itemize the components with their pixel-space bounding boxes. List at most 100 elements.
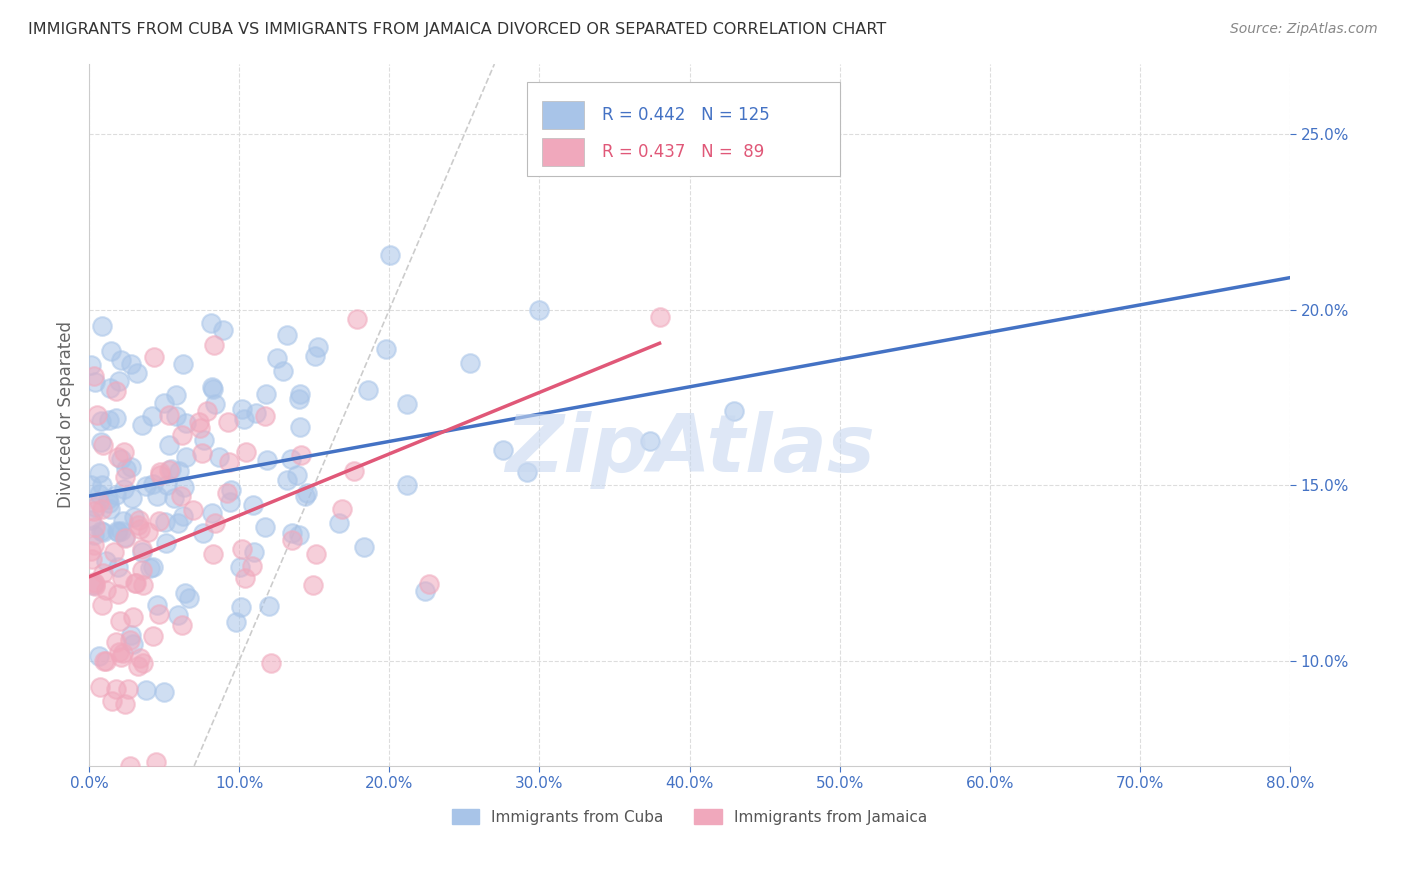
Point [648,310,671,324]
Y-axis label: Divorced or Separated: Divorced or Separated [58,321,75,508]
Point [149,468,172,483]
Point [100,344,122,359]
Point [276,473,298,487]
Point [155,535,177,549]
Point [181,503,204,517]
Point [217,416,239,430]
Point [146,489,169,503]
Point [100,381,122,395]
Point [179,591,201,606]
Point [89,495,111,509]
Point [418,576,440,591]
Point [128,513,150,527]
Point [307,340,329,354]
Point [121,491,143,505]
Point [297,485,319,500]
Point [91,598,114,612]
Point [173,357,195,371]
Point [141,409,163,423]
Point [191,446,214,460]
Point [98,502,121,516]
Point [96,582,118,597]
Point [142,629,165,643]
Point [254,519,277,533]
Point [231,402,253,417]
Point [138,561,160,575]
Point [294,489,316,503]
Point [271,363,294,377]
Point [212,323,235,337]
Point [131,542,153,557]
Point [167,464,190,478]
Point [91,566,114,581]
Point [111,571,134,585]
Point [156,478,179,492]
Point [90,413,112,427]
Text: R = 0.442   N = 125: R = 0.442 N = 125 [602,106,769,124]
Point [103,545,125,559]
Point [111,646,134,660]
Point [172,509,194,524]
Point [122,610,145,624]
Point [110,352,132,367]
Point [129,651,152,665]
Point [145,756,167,770]
Point [193,526,215,541]
Point [98,496,121,510]
Point [107,524,129,539]
Point [254,386,277,401]
Point [91,524,114,539]
Point [529,302,551,317]
Point [108,374,131,388]
Point [458,356,481,370]
Point [107,559,129,574]
Point [91,319,114,334]
Text: Source: ZipAtlas.com: Source: ZipAtlas.com [1230,22,1378,37]
Point [173,480,195,494]
Point [266,351,288,365]
Point [132,578,155,592]
Point [280,451,302,466]
Point [357,384,380,398]
FancyBboxPatch shape [541,102,583,129]
Point [202,382,225,396]
Point [208,450,231,464]
Point [129,522,152,536]
Point [240,559,263,574]
Point [233,571,256,585]
Point [281,533,304,548]
Point [82,552,104,566]
Point [115,462,138,476]
Point [153,395,176,409]
Point [165,388,187,402]
Point [170,618,193,632]
Text: IMMIGRANTS FROM CUBA VS IMMIGRANTS FROM JAMAICA DIVORCED OR SEPARATED CORRELATIO: IMMIGRANTS FROM CUBA VS IMMIGRANTS FROM … [28,22,886,37]
Point [114,532,136,546]
Point [89,681,111,695]
Point [225,615,247,629]
Point [160,462,183,476]
Point [229,560,252,574]
Point [105,524,128,539]
Point [142,476,165,491]
Point [79,544,101,558]
Point [90,434,112,449]
Point [638,434,661,448]
Point [288,420,311,434]
Point [219,483,242,498]
Point [253,409,276,424]
Point [84,500,107,514]
Point [188,415,211,429]
Point [219,495,242,509]
Point [346,312,368,326]
Point [104,411,127,425]
Point [157,463,180,477]
Point [304,349,326,363]
Point [200,316,222,330]
Point [100,694,122,708]
Point [97,492,120,507]
Point [395,477,418,491]
Point [167,516,190,530]
Point [218,455,240,469]
Point [174,417,197,431]
